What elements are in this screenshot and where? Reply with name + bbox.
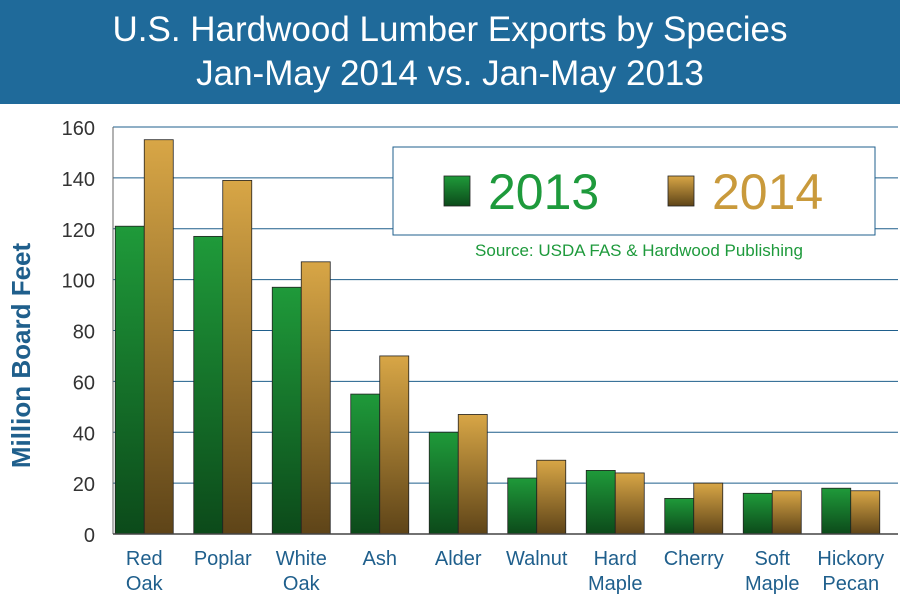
bar-2013 — [114, 225, 145, 535]
y-tick-label: 0 — [84, 525, 95, 547]
bar-2013 — [271, 286, 302, 535]
legend-box — [392, 146, 876, 236]
bar-2014 — [379, 355, 410, 535]
x-tick-label: Alder — [435, 548, 482, 570]
bars — [114, 139, 881, 535]
bar-2014 — [850, 490, 881, 535]
y-tick-label: 100 — [62, 271, 95, 293]
bar-2014 — [457, 414, 488, 535]
x-tick-label: Oak — [283, 573, 321, 595]
bar-2013 — [350, 393, 381, 535]
legend-swatch-2013 — [443, 175, 471, 207]
x-tick-label: Red — [126, 548, 163, 570]
x-tick-label: Maple — [745, 573, 799, 595]
x-tick-label: Hard — [594, 548, 637, 570]
y-tick-label: 40 — [73, 423, 95, 445]
y-tick-label: 60 — [73, 372, 95, 394]
x-tick-label: White — [276, 548, 327, 570]
legend-swatch-2014 — [667, 175, 695, 207]
bar-2013 — [664, 497, 695, 535]
x-tick-label: Ash — [363, 548, 397, 570]
x-tick-label: Soft — [754, 548, 790, 570]
x-tick-label: Poplar — [194, 548, 252, 570]
legend: 2013 2014 Source: USDA FAS & Hardwood Publ… — [392, 146, 876, 260]
y-tick-label: 20 — [73, 474, 95, 496]
y-axis-label: Million Board Feet — [6, 242, 36, 468]
bar-2014 — [300, 261, 331, 535]
y-tick-label: 160 — [62, 118, 95, 140]
bar-2013 — [742, 492, 773, 535]
bar-2013 — [507, 477, 538, 535]
axes: 0 20 40 60 80 100 120 140 160 Million Board Feet R… — [6, 118, 898, 595]
bar-2013 — [428, 431, 459, 535]
bar-2014 — [143, 139, 174, 535]
y-tick-label: 140 — [62, 169, 95, 191]
source-annotation: Source: USDA FAS & Hardwood Publishing — [475, 241, 803, 260]
x-tick-label: Walnut — [506, 548, 568, 570]
bar-2013 — [193, 235, 224, 535]
bar-2013 — [585, 470, 616, 535]
x-tick-label: Oak — [126, 573, 164, 595]
chart-subtitle: Jan-May 2014 vs. Jan-May 2013 — [196, 54, 704, 93]
bar-2014 — [771, 490, 802, 535]
y-tick-label: 80 — [73, 322, 95, 344]
x-tick-label: Hickory — [817, 548, 884, 570]
legend-label-2014: 2014 — [712, 164, 823, 220]
bar-2013 — [821, 487, 852, 535]
bar-2014 — [614, 472, 645, 535]
x-tick-label: Pecan — [822, 573, 879, 595]
x-tick-label: Maple — [588, 573, 642, 595]
chart-title-banner: U.S. Hardwood Lumber Exports by Species … — [0, 0, 900, 104]
y-tick-label: 120 — [62, 220, 95, 242]
chart-title: U.S. Hardwood Lumber Exports by Species — [112, 10, 788, 49]
x-tick-label: Cherry — [664, 548, 724, 570]
bar-2014 — [536, 459, 567, 535]
bar-2014 — [693, 482, 724, 535]
legend-label-2013: 2013 — [488, 164, 599, 220]
bar-2014 — [222, 180, 253, 535]
